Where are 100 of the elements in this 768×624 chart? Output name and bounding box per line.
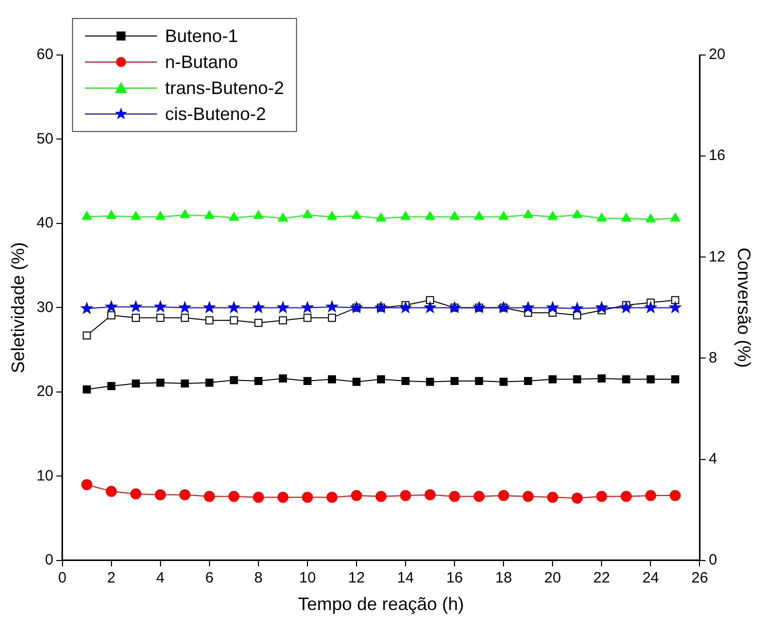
point xyxy=(204,210,214,219)
point xyxy=(670,490,681,502)
point xyxy=(156,314,164,322)
point xyxy=(450,376,459,386)
point xyxy=(548,375,557,384)
x-tick-label: 26 xyxy=(691,570,708,587)
point xyxy=(572,210,582,218)
x-tick-label: 16 xyxy=(446,570,463,587)
legend-label: n-Butano xyxy=(165,51,238,74)
point xyxy=(475,376,484,386)
x-tick-label: 6 xyxy=(205,570,214,587)
x-tick-label: 10 xyxy=(299,570,316,587)
x-tick-label: 18 xyxy=(495,570,512,587)
point xyxy=(154,489,166,500)
x-tick-label: 4 xyxy=(156,570,165,587)
point xyxy=(82,385,91,394)
point xyxy=(205,316,214,324)
point xyxy=(498,490,510,502)
x-tick-label: 0 xyxy=(58,570,66,587)
point xyxy=(400,490,412,502)
point xyxy=(229,212,239,221)
point xyxy=(572,492,583,504)
x-axis-title: Tempo de reação (h) xyxy=(298,594,464,614)
y2-tick-label: 12 xyxy=(708,248,726,266)
y-tick-label: 50 xyxy=(36,130,54,148)
point xyxy=(227,300,241,314)
point xyxy=(474,211,484,220)
point xyxy=(302,492,313,503)
point xyxy=(228,490,240,502)
point xyxy=(327,211,337,220)
point xyxy=(104,300,118,313)
point xyxy=(254,318,262,327)
point xyxy=(180,314,189,322)
point xyxy=(82,211,92,220)
point xyxy=(496,300,510,314)
point xyxy=(646,375,655,384)
point xyxy=(303,314,312,322)
point xyxy=(130,488,142,500)
point xyxy=(622,375,630,384)
point xyxy=(278,212,288,222)
x-tick-label: 22 xyxy=(593,570,610,587)
legend-label: cis-Buteno-2 xyxy=(165,103,266,126)
y-tick-label: 30 xyxy=(36,298,54,316)
point xyxy=(277,492,288,503)
point xyxy=(254,210,264,219)
point xyxy=(252,492,264,503)
point xyxy=(303,376,312,386)
point xyxy=(352,210,362,219)
point xyxy=(596,490,608,502)
point xyxy=(426,296,434,304)
point xyxy=(132,314,140,322)
point xyxy=(500,378,508,386)
point xyxy=(230,316,238,324)
point xyxy=(82,331,91,340)
point xyxy=(107,311,116,320)
point xyxy=(598,374,606,382)
x-tick-label: 2 xyxy=(107,570,116,587)
point xyxy=(670,212,680,222)
x-tick-label: 24 xyxy=(642,570,660,587)
y-tick-label: 0 xyxy=(44,552,54,569)
point xyxy=(278,374,287,382)
point xyxy=(302,210,312,218)
point xyxy=(276,300,290,314)
point xyxy=(179,489,190,500)
point xyxy=(522,490,534,502)
y-tick-label: 10 xyxy=(36,467,54,484)
point xyxy=(154,300,168,313)
legend-label: Buteno-1 xyxy=(165,25,238,48)
point xyxy=(594,300,608,314)
point xyxy=(376,375,386,384)
point xyxy=(328,314,336,322)
point xyxy=(326,492,338,503)
point xyxy=(646,214,656,222)
y-tick-label: 20 xyxy=(36,383,54,400)
point xyxy=(521,300,535,314)
point xyxy=(400,211,410,220)
point xyxy=(325,300,339,313)
point xyxy=(252,300,266,314)
x-tick-label: 20 xyxy=(544,570,561,587)
point xyxy=(156,211,166,220)
point xyxy=(180,379,189,388)
y2-tick-label: 0 xyxy=(708,552,718,569)
point xyxy=(398,300,412,314)
point xyxy=(596,212,606,222)
y2-axis-title: Conversão (%) xyxy=(734,248,754,368)
point xyxy=(498,211,508,220)
point xyxy=(230,376,238,384)
point xyxy=(180,210,190,218)
point xyxy=(644,300,658,314)
y2-tick-label: 16 xyxy=(708,147,726,164)
point xyxy=(156,378,164,387)
y-tick-label: 60 xyxy=(36,46,54,64)
point xyxy=(425,211,435,220)
point xyxy=(376,212,386,222)
point xyxy=(570,302,584,314)
point xyxy=(80,302,94,314)
point xyxy=(350,300,364,314)
point xyxy=(129,300,142,313)
point xyxy=(254,376,262,386)
point xyxy=(546,300,560,314)
